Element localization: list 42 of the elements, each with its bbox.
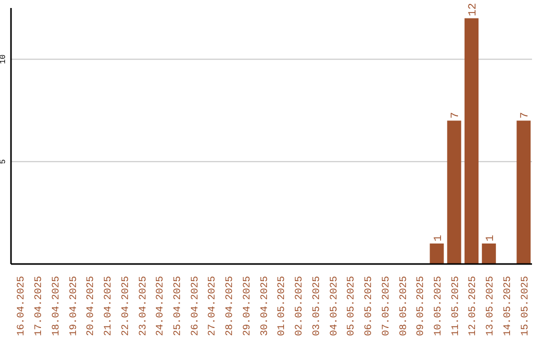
bar — [464, 18, 479, 264]
x-tick-label: 21.04.2025 — [104, 276, 115, 336]
x-tick-label: 15.05.2025 — [520, 276, 532, 336]
x-tick-label: 19.04.2025 — [68, 276, 80, 336]
x-tick-label: 23.04.2025 — [138, 276, 150, 336]
x-tick-label: 27.04.2025 — [208, 276, 219, 336]
x-tick-label: 17.04.2025 — [34, 276, 46, 336]
x-tick-label: 11.05.2025 — [450, 276, 462, 336]
bar — [430, 244, 444, 264]
bar — [516, 120, 531, 264]
x-tick-label: 25.04.2025 — [172, 276, 184, 336]
y-tick-label: 5 — [0, 159, 8, 164]
x-tick-label: 28.04.2025 — [225, 276, 236, 336]
x-tick-label: 14.05.2025 — [502, 276, 514, 336]
bar — [482, 244, 496, 264]
x-tick-label: 03.05.2025 — [312, 276, 323, 336]
x-tick-label: 10.05.2025 — [433, 276, 444, 336]
y-tick-label: 10 — [0, 54, 8, 64]
x-tick-label: 07.05.2025 — [381, 276, 392, 336]
x-tick-label: 18.04.2025 — [51, 276, 62, 336]
x-tick-label: 09.05.2025 — [416, 276, 428, 336]
x-tick-label: 02.05.2025 — [294, 276, 306, 336]
data-label: 1 — [484, 234, 497, 242]
x-tick-label: 01.05.2025 — [277, 276, 288, 336]
x-tick-label: 22.04.2025 — [120, 276, 132, 336]
x-tick-label: 12.05.2025 — [468, 276, 480, 336]
x-tick-label: 16.04.2025 — [16, 276, 28, 336]
x-tick-label: 20.04.2025 — [86, 276, 98, 336]
x-tick-label: 26.04.2025 — [190, 276, 202, 336]
x-tick-label: 29.04.2025 — [242, 276, 254, 336]
x-tick-label: 04.05.2025 — [329, 276, 340, 336]
x-tick-label: 08.05.2025 — [398, 276, 410, 336]
x-tick-label: 05.05.2025 — [346, 276, 358, 336]
data-label: 7 — [520, 112, 532, 119]
data-label: 12 — [468, 3, 480, 16]
x-tick-label: 06.05.2025 — [364, 276, 376, 336]
x-tick-label: 30.04.2025 — [260, 276, 271, 336]
data-label: 1 — [432, 234, 445, 242]
x-tick-label: 24.04.2025 — [156, 276, 167, 336]
data-label: 7 — [450, 112, 462, 119]
bar — [447, 120, 462, 264]
x-tick-label: 13.05.2025 — [486, 276, 497, 336]
